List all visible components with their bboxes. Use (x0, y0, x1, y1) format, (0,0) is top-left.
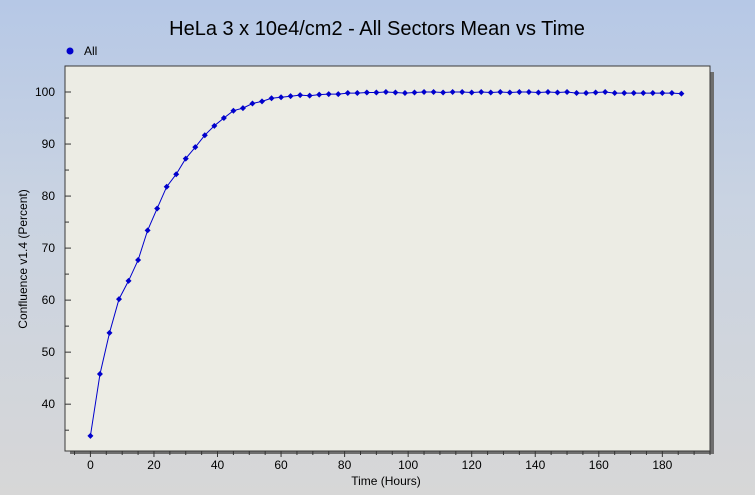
x-tick-label: 60 (274, 458, 288, 472)
x-axis-label: Time (Hours) (351, 474, 421, 488)
data-point (287, 93, 294, 100)
data-point (640, 90, 647, 97)
legend-label: All (84, 44, 97, 58)
x-tick-label: 80 (338, 458, 352, 472)
data-point (468, 89, 475, 96)
y-tick-label: 90 (42, 137, 56, 151)
data-point (344, 90, 351, 97)
data-point (554, 89, 561, 96)
y-axis: 40 50 60 70 80 90 100 (35, 65, 71, 431)
data-point (297, 92, 304, 99)
x-tick-label: 120 (462, 458, 482, 472)
data-point (354, 90, 361, 97)
data-point (306, 92, 313, 99)
data-point (382, 89, 389, 96)
data-point (602, 89, 609, 96)
y-tick-label: 70 (42, 241, 56, 255)
data-point (392, 89, 399, 96)
legend: All (66, 44, 97, 58)
y-axis-label: Confluence v1.4 (Percent) (16, 189, 30, 328)
data-point (573, 90, 580, 97)
data-point (592, 89, 599, 96)
legend-marker (66, 47, 74, 55)
data-point (268, 95, 275, 102)
data-point (258, 98, 265, 105)
data-point (659, 90, 666, 97)
data-point (440, 89, 447, 96)
data-point (583, 90, 590, 97)
x-tick-label: 0 (87, 458, 94, 472)
data-point (106, 329, 113, 336)
y-tick-label: 100 (35, 85, 55, 99)
y-tick-label: 60 (42, 293, 56, 307)
x-tick-label: 140 (525, 458, 545, 472)
data-point (525, 89, 532, 96)
data-point (535, 89, 542, 96)
data-point (630, 90, 637, 97)
data-point (363, 89, 370, 96)
data-point (373, 89, 380, 96)
x-axis: 0 20 40 60 80 100 120 140 160 180 (74, 451, 711, 472)
data-point (564, 89, 571, 96)
x-tick-label: 40 (211, 458, 225, 472)
data-point (478, 89, 485, 96)
data-point (211, 122, 218, 129)
series-all (87, 89, 685, 439)
data-point (173, 171, 180, 178)
y-tick-label: 40 (42, 397, 56, 411)
data-point (201, 132, 208, 139)
x-tick-label: 180 (652, 458, 672, 472)
x-tick-label: 100 (398, 458, 418, 472)
data-point (487, 89, 494, 96)
data-point (506, 89, 513, 96)
data-point (192, 144, 199, 151)
y-tick-label: 80 (42, 189, 56, 203)
data-point (459, 89, 466, 96)
data-point (668, 90, 675, 97)
data-point (335, 91, 342, 98)
data-point (87, 432, 94, 439)
data-point (163, 183, 170, 190)
data-point (144, 227, 151, 234)
y-tick-label: 50 (42, 345, 56, 359)
data-point (678, 90, 685, 97)
data-point (239, 105, 246, 112)
data-point (125, 277, 132, 284)
data-point (135, 257, 142, 264)
x-tick-label: 20 (147, 458, 161, 472)
data-point (544, 89, 551, 96)
data-point (116, 296, 123, 303)
data-point (516, 89, 523, 96)
data-point (421, 89, 428, 96)
data-point (649, 90, 656, 97)
data-point (497, 89, 504, 96)
data-point (621, 90, 628, 97)
data-point (401, 90, 408, 97)
data-point (325, 91, 332, 98)
data-point (96, 371, 103, 377)
data-point (220, 115, 227, 122)
data-point (430, 89, 437, 96)
data-point (316, 91, 323, 98)
data-point (249, 100, 256, 107)
data-point (611, 90, 618, 97)
chart-title: HeLa 3 x 10e4/cm2 - All Sectors Mean vs … (169, 18, 585, 40)
data-point (230, 107, 237, 114)
data-point (411, 89, 418, 96)
data-point (182, 155, 189, 162)
data-point (449, 89, 456, 96)
data-point (154, 205, 161, 212)
plot-area (64, 65, 711, 452)
x-tick-label: 160 (589, 458, 609, 472)
data-point (278, 94, 285, 101)
